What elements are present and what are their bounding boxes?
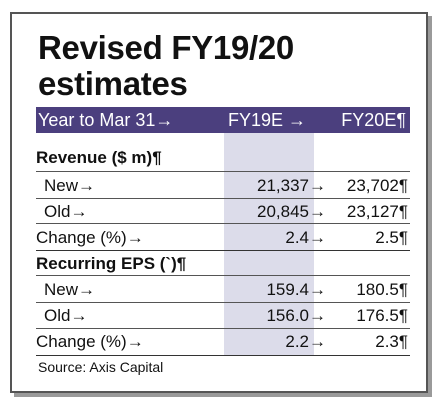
divider	[36, 223, 410, 224]
row-value-fy19e: 159.4→	[266, 280, 326, 299]
divider	[36, 171, 410, 172]
section-eps-row: Recurring EPS (`)¶	[36, 252, 410, 276]
source-note: Source: Axis Capital	[38, 359, 164, 375]
table-header: Year to Mar 31→ FY19E → FY20E¶	[36, 107, 410, 133]
row-value-fy20e: 176.5¶	[356, 306, 408, 325]
table-row: New→ 21,337→ 23,702¶	[36, 174, 410, 198]
title-line-2: estimates	[38, 65, 188, 102]
header-fy19e: FY19E →	[228, 110, 307, 130]
header-fy20e: FY20E¶	[341, 110, 406, 130]
row-value-fy19e: 156.0→	[266, 306, 326, 325]
divider	[36, 355, 410, 356]
table-row: Old→ 156.0→ 176.5¶	[36, 304, 410, 328]
row-value-fy20e: 2.3¶	[375, 332, 408, 351]
section-revenue-row: Revenue (​$ m)¶	[36, 146, 410, 170]
row-label: Old→	[44, 202, 88, 221]
divider	[36, 250, 410, 251]
highlight-column-fy19e	[224, 133, 314, 355]
table-row: Old→ 20,845→ 23,127¶	[36, 200, 410, 224]
row-value-fy20e: 2.5¶	[375, 228, 408, 247]
table-title: Revised FY19/20 estimates	[38, 30, 418, 102]
divider	[36, 328, 410, 329]
row-value-fy20e: 23,702¶	[346, 176, 408, 195]
row-value-fy20e: 23,127¶	[346, 202, 408, 221]
table-row: Change (%)→ 2.2→ 2.3¶	[36, 330, 410, 354]
row-label: Old→	[44, 306, 88, 325]
row-value-fy19e: 21,337→	[257, 176, 326, 195]
row-value-fy19e: 2.4→	[285, 228, 326, 247]
divider	[36, 275, 410, 276]
header-label: Year to Mar 31→	[38, 110, 174, 130]
row-value-fy19e: 2.2→	[285, 332, 326, 351]
section-revenue-title: Revenue (​$ m)¶	[36, 148, 162, 167]
table-row: New→ 159.4→ 180.5¶	[36, 278, 410, 302]
section-eps-title: Recurring EPS (`)¶	[36, 254, 187, 273]
divider	[36, 302, 410, 303]
title-line-1: Revised FY19/20	[38, 29, 294, 66]
row-label: Change (%)→	[36, 332, 144, 351]
row-label: New→	[44, 280, 96, 299]
row-label: Change (%)→	[36, 228, 144, 247]
table-row: Change (%)→ 2.4→ 2.5¶	[36, 226, 410, 250]
table-frame	[10, 12, 428, 393]
row-value-fy20e: 180.5¶	[356, 280, 408, 299]
divider	[36, 198, 410, 199]
row-value-fy19e: 20,845→	[257, 202, 326, 221]
row-label: New→	[44, 176, 96, 195]
